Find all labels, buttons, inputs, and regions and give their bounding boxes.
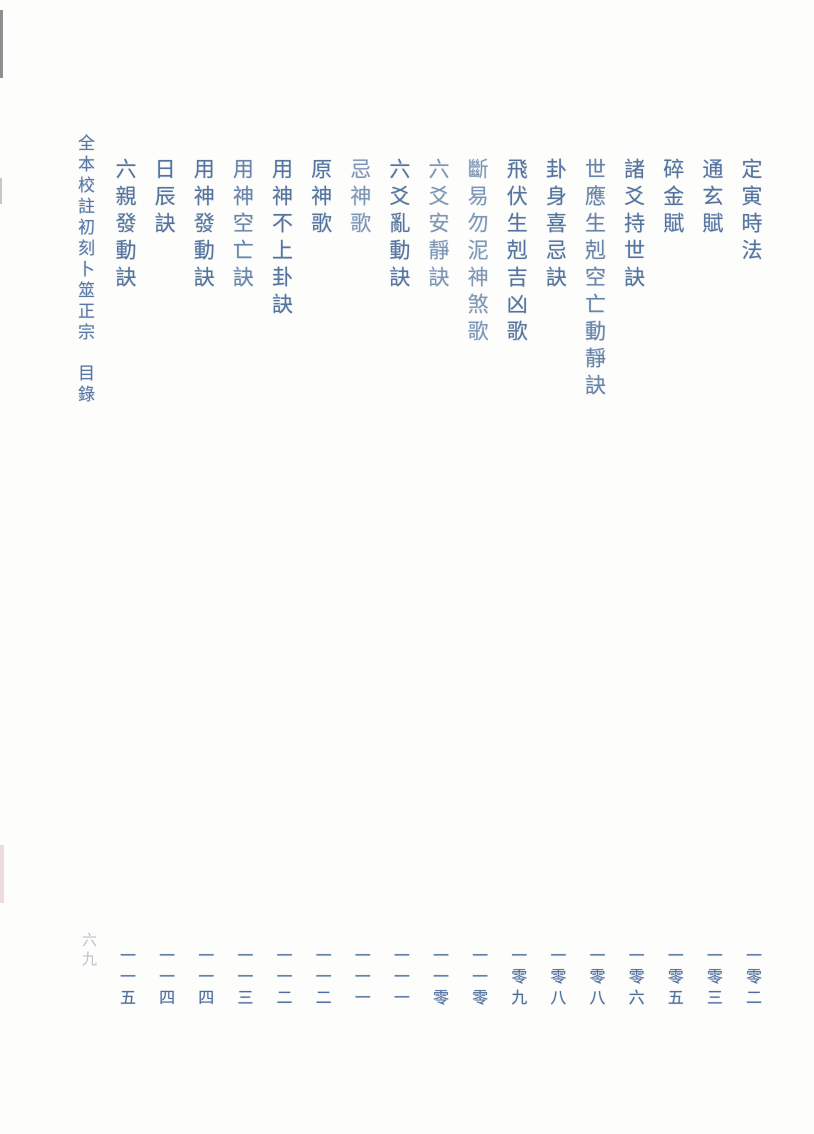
toc-entry: 諸爻持世訣 一零六 (621, 158, 647, 1010)
toc-entry: 六爻亂動訣 一一一 (386, 158, 412, 1010)
toc-entry-title: 日辰訣 (152, 158, 177, 239)
toc-entry: 碎金賦 一零五 (660, 158, 686, 1010)
scan-edge-artifact-mid (0, 178, 2, 204)
toc-entry-page-number: 一零八 (586, 947, 604, 1010)
toc-entry-page-number: 一零二 (743, 947, 760, 1010)
toc-entry: 六親發動訣 一一五 (112, 158, 138, 1010)
book-title-column: 全本校註初刻卜筮正宗目錄 (72, 134, 97, 774)
toc-entry: 世應生剋空亡動靜訣一零八 (582, 158, 608, 1010)
section-label: 目錄 (75, 364, 94, 406)
toc-entry: 飛伏生剋吉凶歌一零九 (503, 158, 529, 1010)
toc-entry-title: 卦身喜忌訣 (543, 158, 568, 293)
toc-entry-title: 飛伏生剋吉凶歌 (504, 158, 529, 347)
toc-entry: 用神不上卦訣 一一二 (269, 158, 295, 1010)
toc-entry-page-number: 一一三 (234, 947, 252, 1010)
toc-entry-title: 忌神歌 (347, 158, 372, 239)
toc-entry-title: 六爻亂動訣 (386, 158, 411, 293)
toc-entry-page-number: 一零六 (625, 947, 643, 1010)
toc-entry-title: 碎金賦 (660, 158, 685, 239)
toc-entry-title: 用神發動訣 (191, 158, 216, 293)
toc-entry-page-number: 一一二 (273, 947, 291, 1010)
toc-entry-title: 六爻安靜訣 (426, 158, 450, 293)
toc-entry: 原神歌 一一二 (308, 158, 334, 1010)
toc-entry: 忌神歌 一一一 (347, 158, 373, 1010)
toc-entry-title: 世應生剋空亡動靜訣 (582, 158, 607, 401)
toc-entry-page-number: 一一二 (312, 947, 330, 1010)
toc-entry-page-number: 一零三 (703, 947, 721, 1010)
toc-entry: 用神空亡訣 一一三 (229, 158, 255, 1010)
toc-entry: 卦身喜忌訣 一零八 (542, 158, 568, 1010)
toc-columns: 定寅時法 一零二 通玄賦 一零三 碎金賦 一零五 諸爻持世訣 一零六 世應生剋空亡動靜訣 一零八卦… (112, 158, 764, 1010)
toc-entry: 六爻安靜訣 一一零 (425, 158, 451, 1010)
toc-entry-title: 通玄賦 (699, 158, 724, 239)
toc-entry-title: 用神不上卦訣 (269, 158, 294, 320)
toc-entry: 定寅時法 一零二 (738, 158, 764, 1010)
toc-entry-page-number: 一一四 (195, 947, 213, 1010)
toc-entry: 日辰訣 一一四 (151, 158, 177, 1010)
toc-entry-title: 諸爻持世訣 (621, 158, 646, 293)
toc-entry-page-number: 一一零 (430, 947, 447, 1010)
toc-entry-page-number: 一一一 (351, 947, 369, 1010)
toc-entry: 通玄賦 一零三 (699, 158, 725, 1010)
toc-entry: 用神發動訣 一一四 (190, 158, 216, 1010)
toc-entry-page-number: 一一零 (469, 947, 487, 1010)
toc-entry-title: 原神歌 (308, 158, 333, 239)
toc-entry-page-number: 一零五 (664, 947, 682, 1010)
book-title: 全本校註初刻卜筮正宗 (75, 134, 94, 344)
scan-edge-artifact-bottom (0, 845, 4, 903)
toc-entry-title: 定寅時法 (739, 158, 763, 266)
toc-entry-page-number: 一一四 (156, 947, 174, 1010)
toc-entry-page-number: 一一五 (117, 947, 134, 1010)
toc-entry: 斷易勿泥神煞歌一一零 (464, 158, 490, 1010)
scan-edge-artifact-top (0, 10, 3, 78)
toc-entry-page-number: 一零九 (508, 947, 526, 1010)
toc-entry-title: 用神空亡訣 (230, 158, 255, 293)
toc-entry-page-number: 一零八 (547, 947, 565, 1010)
folio-number: 六九 (80, 932, 96, 970)
toc-entry-page-number: 一一一 (390, 947, 408, 1010)
toc-entry-title: 六親發動訣 (113, 158, 137, 293)
toc-entry-title: 斷易勿泥神煞歌 (465, 158, 490, 347)
